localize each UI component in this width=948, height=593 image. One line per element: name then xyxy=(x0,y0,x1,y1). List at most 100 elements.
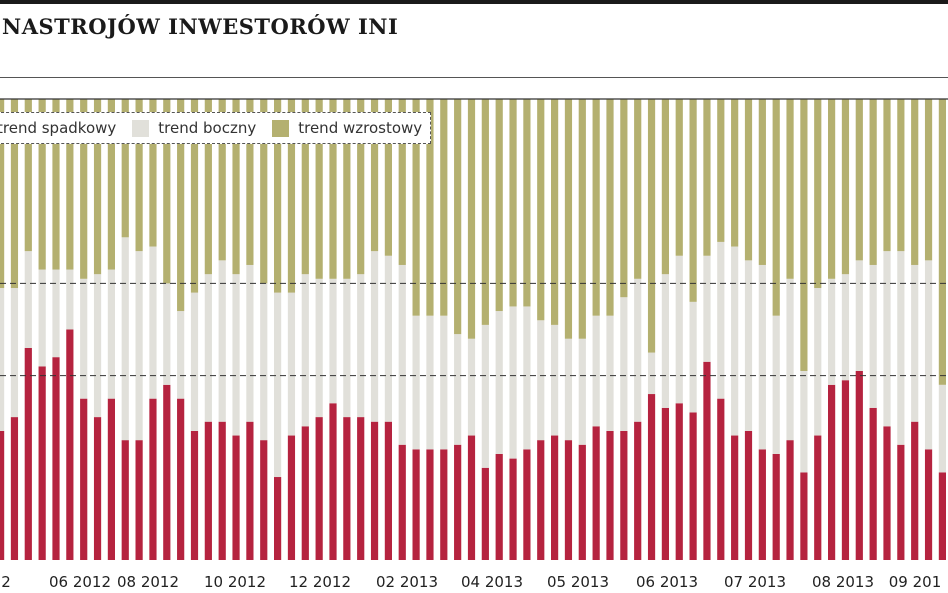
bar-bearish-61 xyxy=(841,380,850,560)
legend-swatch-neutral xyxy=(132,119,150,137)
bar-bullish-62 xyxy=(855,99,863,261)
bar-bullish-3 xyxy=(38,99,46,270)
x-tick-label-11: 09 201 xyxy=(889,573,942,591)
legend-item-bearish: trend spadkowy xyxy=(0,119,116,137)
bar-neutral-9 xyxy=(121,237,129,441)
bar-neutral-39 xyxy=(537,320,545,441)
bar-neutral-42 xyxy=(578,338,586,445)
bar-neutral-41 xyxy=(564,338,573,441)
bar-bearish-63 xyxy=(869,407,877,560)
bar-bullish-42 xyxy=(578,99,586,339)
bar-bearish-29 xyxy=(398,444,406,560)
bar-neutral-52 xyxy=(717,241,725,399)
bar-bullish-55 xyxy=(758,99,766,265)
bar-neutral-19 xyxy=(260,283,268,441)
bar-bearish-42 xyxy=(578,444,586,560)
bar-bullish-64 xyxy=(883,99,891,252)
bar-bearish-60 xyxy=(828,384,836,560)
bar-neutral-35 xyxy=(481,324,489,468)
bar-bearish-15 xyxy=(204,421,212,560)
bar-bullish-26 xyxy=(357,99,365,275)
legend-label-bearish: trend spadkowy xyxy=(0,119,117,137)
bar-neutral-13 xyxy=(177,311,185,399)
bar-bearish-2 xyxy=(24,347,32,560)
bar-neutral-28 xyxy=(384,255,392,422)
bar-bearish-27 xyxy=(370,421,379,560)
bar-bullish-37 xyxy=(509,99,517,307)
bar-bullish-68 xyxy=(938,99,946,385)
bar-bullish-32 xyxy=(440,99,448,316)
bar-bullish-5 xyxy=(66,99,74,270)
bar-bullish-14 xyxy=(190,99,199,293)
bar-neutral-1 xyxy=(10,288,19,418)
bar-neutral-59 xyxy=(814,288,822,436)
bar-bearish-62 xyxy=(855,370,863,560)
bar-neutral-5 xyxy=(66,269,74,330)
bar-neutral-47 xyxy=(647,352,656,395)
bar-neutral-30 xyxy=(412,315,420,450)
bar-neutral-54 xyxy=(744,260,753,431)
bar-neutral-8 xyxy=(107,269,115,399)
bar-bearish-68 xyxy=(938,472,946,560)
bar-bullish-36 xyxy=(495,99,503,312)
bar-bullish-41 xyxy=(564,99,573,339)
bar-bullish-65 xyxy=(897,99,905,252)
x-tick-label-3: 10 2012 xyxy=(204,573,266,591)
bar-neutral-15 xyxy=(204,274,212,422)
bar-bullish-57 xyxy=(786,99,794,279)
bar-bullish-60 xyxy=(828,99,836,279)
bar-bullish-16 xyxy=(218,99,226,261)
bar-bearish-53 xyxy=(731,435,739,560)
bar-bearish-26 xyxy=(357,417,365,560)
bar-bullish-8 xyxy=(107,99,115,270)
bar-bullish-28 xyxy=(384,99,392,256)
bar-bearish-10 xyxy=(135,440,143,560)
bar-bullish-38 xyxy=(523,99,531,307)
x-tick-label-5: 02 2013 xyxy=(376,573,438,591)
x-tick-label-10: 08 2013 xyxy=(812,573,874,591)
x-tick-label-8: 06 2013 xyxy=(636,573,698,591)
bar-neutral-16 xyxy=(218,260,226,422)
bar-bearish-0 xyxy=(0,430,5,560)
bar-bullish-31 xyxy=(426,99,434,316)
bar-bullish-13 xyxy=(177,99,185,312)
bar-bullish-56 xyxy=(772,99,780,316)
bar-bullish-29 xyxy=(398,99,406,265)
bar-bullish-66 xyxy=(911,99,919,265)
bar-bullish-30 xyxy=(412,99,420,316)
bar-bearish-49 xyxy=(675,403,683,560)
bar-neutral-18 xyxy=(246,264,254,422)
bar-bullish-52 xyxy=(717,99,725,242)
bar-bearish-22 xyxy=(301,426,309,560)
bar-neutral-25 xyxy=(343,278,351,418)
x-axis-labels: 2 06 2012 08 2012 10 2012 12 2012 02 2013 04 2… xyxy=(1,573,941,591)
bar-neutral-12 xyxy=(163,283,171,385)
bar-neutral-7 xyxy=(93,274,102,418)
bar-bearish-31 xyxy=(426,449,434,560)
bar-bullish-39 xyxy=(537,99,545,321)
bar-bullish-27 xyxy=(370,99,379,252)
bar-bullish-58 xyxy=(800,99,808,371)
legend-label-bullish: trend wzrostowy xyxy=(298,119,423,137)
bar-bearish-11 xyxy=(149,398,157,560)
bar-neutral-66 xyxy=(911,264,919,422)
bar-bullish-17 xyxy=(232,99,240,275)
bar-bearish-55 xyxy=(758,449,766,560)
bar-neutral-3 xyxy=(38,269,46,367)
bar-neutral-50 xyxy=(689,301,697,413)
bar-bearish-4 xyxy=(52,357,60,560)
bar-bullish-4 xyxy=(52,99,60,270)
bar-neutral-6 xyxy=(80,278,88,399)
bar-neutral-36 xyxy=(495,311,503,454)
title-rule xyxy=(0,77,948,78)
bar-bearish-56 xyxy=(772,453,780,560)
bar-bearish-48 xyxy=(661,407,669,560)
bar-bullish-67 xyxy=(924,99,933,261)
bar-neutral-64 xyxy=(883,251,891,427)
grid-layer xyxy=(0,98,948,377)
bar-bullish-6 xyxy=(80,99,88,279)
bar-bearish-20 xyxy=(274,477,282,560)
bar-bearish-64 xyxy=(883,426,891,560)
bar-neutral-62 xyxy=(855,260,863,371)
x-tick-label-4: 12 2012 xyxy=(289,573,351,591)
